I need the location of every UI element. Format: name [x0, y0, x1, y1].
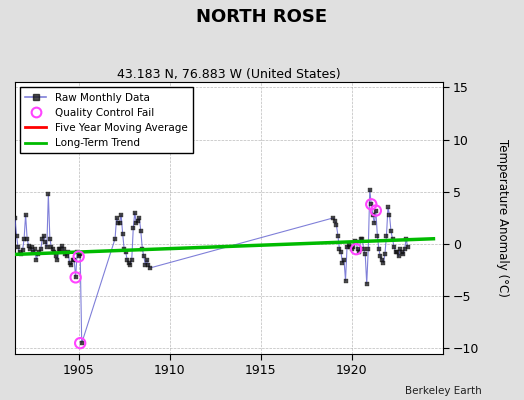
- Legend: Raw Monthly Data, Quality Control Fail, Five Year Moving Average, Long-Term Tren: Raw Monthly Data, Quality Control Fail, …: [20, 87, 192, 154]
- Point: [367, 201, 376, 208]
- Point: [76, 340, 84, 346]
- Point: [71, 274, 80, 280]
- Title: 43.183 N, 76.883 W (United States): 43.183 N, 76.883 W (United States): [117, 68, 341, 81]
- Point: [352, 246, 361, 252]
- Y-axis label: Temperature Anomaly (°C): Temperature Anomaly (°C): [496, 139, 509, 297]
- Point: [74, 253, 83, 260]
- Text: Berkeley Earth: Berkeley Earth: [406, 386, 482, 396]
- Point: [372, 207, 380, 214]
- Text: NORTH ROSE: NORTH ROSE: [196, 8, 328, 26]
